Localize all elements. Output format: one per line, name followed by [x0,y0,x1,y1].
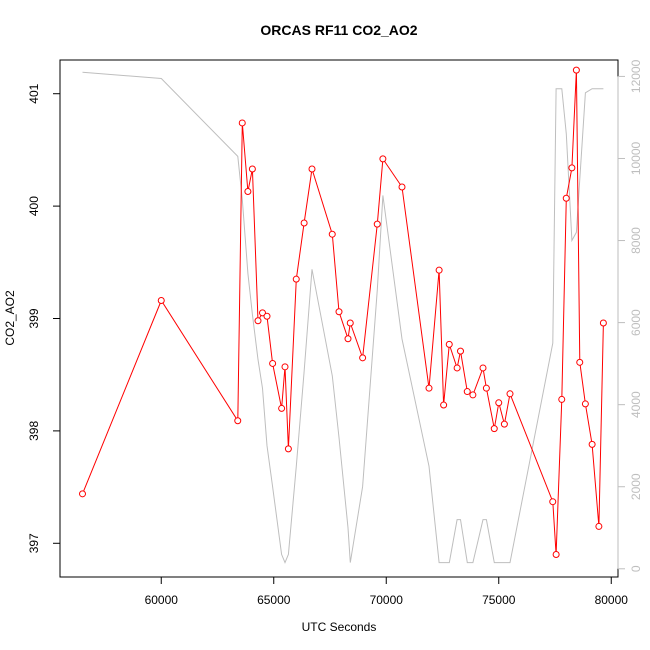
co2-data-point [558,395,566,403]
x-tick-label: 70000 [370,593,404,607]
co2-data-point [244,187,252,195]
y-tick-label: 401 [27,83,41,103]
co2-data-point [157,297,165,305]
co2-data-point [552,551,560,559]
co2-data-point [284,445,292,453]
co2-data-point [359,354,367,362]
x-tick-label: 65000 [257,593,291,607]
y2-axis: 0 2000 4000 6000 8000 10000 12000 [617,59,643,572]
co2-data-point [373,220,381,228]
y2-tick-label: 12000 [629,59,643,93]
co2-data-point [344,335,352,343]
co2-data-point [292,275,300,283]
x-axis: 60000 65000 70000 75000 80000 [145,577,629,607]
y2-tick-label: 6000 [629,309,643,336]
co2-data-point [269,359,277,367]
y-axis-label: CO2_AO2 [3,290,17,346]
co2-data-point [281,363,289,371]
co2-data-point [588,440,596,448]
y-axis: 397 398 399 400 401 [27,83,60,553]
co2-data-point [463,388,471,396]
co2-data-point [453,364,461,372]
co2-data-point [379,155,387,163]
co2-data-point [278,404,286,412]
chart-title: ORCAS RF11 CO2_AO2 [260,22,417,38]
co2-data-point [328,230,336,238]
x-tick-label: 75000 [482,593,516,607]
co2-data-point [482,384,490,392]
y2-tick-label: 0 [629,565,643,572]
co2-data-point [238,119,246,127]
y2-tick-label: 8000 [629,227,643,254]
co2-data-point [479,364,487,372]
co2-data-point [398,183,406,191]
co2-data-point [248,165,256,173]
co2-data-point [234,417,242,425]
co2-data-point [581,400,589,408]
co2-data-point [308,165,316,173]
x-tick-label: 80000 [595,593,629,607]
y-tick-label: 400 [27,196,41,216]
y-tick-label: 399 [27,308,41,328]
co2-data-point [576,358,584,366]
co2-data-point [425,384,433,392]
co2-data-point [79,490,86,498]
co2-data-point [599,319,607,327]
co2-data-point [572,66,580,74]
co2-data-point [549,498,557,506]
co2-data-point [595,522,603,530]
y2-tick-label: 10000 [629,141,643,175]
y2-tick-label: 4000 [629,391,643,418]
co2-data-point [506,390,514,398]
co2-data-point [445,340,453,348]
co2-data-point [568,164,576,172]
co2-data-point [263,312,271,320]
co2-data-point [457,347,464,355]
y-tick-label: 397 [27,533,41,553]
series-layer [79,66,607,564]
y-tick-label: 398 [27,421,41,441]
co2-data-point [500,420,508,428]
co2-data-point [300,219,308,227]
co2-data-point [346,319,354,327]
x-axis-label: UTC Seconds [302,620,377,634]
co2-data-point [469,391,477,399]
co2-data-point [495,399,503,407]
co2-data-point [490,425,498,433]
co2-data-point [335,308,343,316]
co2-data-point [259,309,266,317]
y2-tick-label: 2000 [629,473,643,500]
co2-data-point [562,194,570,202]
co2-data-point [435,266,443,274]
secondary-series-line [82,71,604,564]
x-tick-label: 60000 [145,593,179,607]
co2-data-point [254,317,262,325]
plot-box [59,59,619,578]
co2-data-point [440,401,448,409]
